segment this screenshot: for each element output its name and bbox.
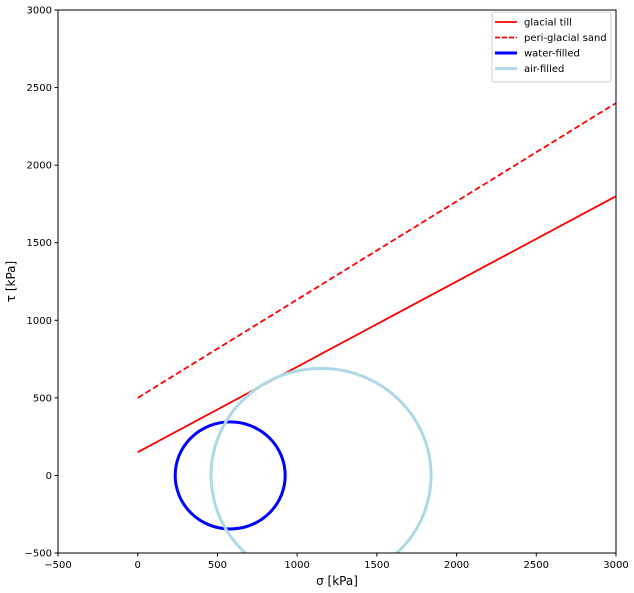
x-tick-label: 0: [135, 560, 141, 571]
y-tick-label: 500: [33, 393, 52, 404]
x-tick-label: 500: [208, 560, 227, 571]
plot-frame: [57, 9, 617, 554]
y-tick-label: 0: [46, 471, 52, 482]
legend-box: [491, 11, 612, 83]
y-tick-label: 1000: [27, 316, 52, 327]
series-water-filled: [173, 420, 287, 531]
y-tick-label: 1500: [27, 238, 52, 249]
x-axis-label: σ [kPa]: [316, 574, 358, 588]
y-axis-label: τ [kPa]: [4, 261, 18, 302]
series-glacial-till: [137, 195, 616, 453]
axis-ticks: −500 0 500 1000 1500 2000 2500 3000 −500 0 500 1000…: [25, 6, 629, 572]
y-tick-label: 3000: [27, 6, 52, 17]
x-tick-label: 2000: [444, 560, 469, 571]
legend-label-glacial-till: glacial till: [524, 18, 572, 29]
x-tick-label: −500: [44, 560, 71, 571]
x-tick-label: 1500: [364, 560, 389, 571]
legend: glacial till peri-glacial sand water-fille…: [491, 11, 612, 83]
legend-label-peri-glacial-sand: peri-glacial sand: [524, 33, 607, 44]
legend-label-water-filled: water-filled: [524, 49, 580, 60]
x-tick-label: 2500: [524, 560, 549, 571]
y-tick-label: 2500: [27, 83, 52, 94]
y-tick-label: 2000: [27, 161, 52, 172]
series-peri-glacial-sand: [137, 102, 616, 399]
y-tick-label: −500: [25, 549, 52, 560]
series-air-filled: [209, 366, 433, 553]
legend-label-air-filled: air-filled: [524, 64, 564, 75]
plot-data-layer: [137, 102, 616, 553]
x-tick-label: 1000: [284, 560, 309, 571]
x-tick-label: 3000: [603, 560, 628, 571]
